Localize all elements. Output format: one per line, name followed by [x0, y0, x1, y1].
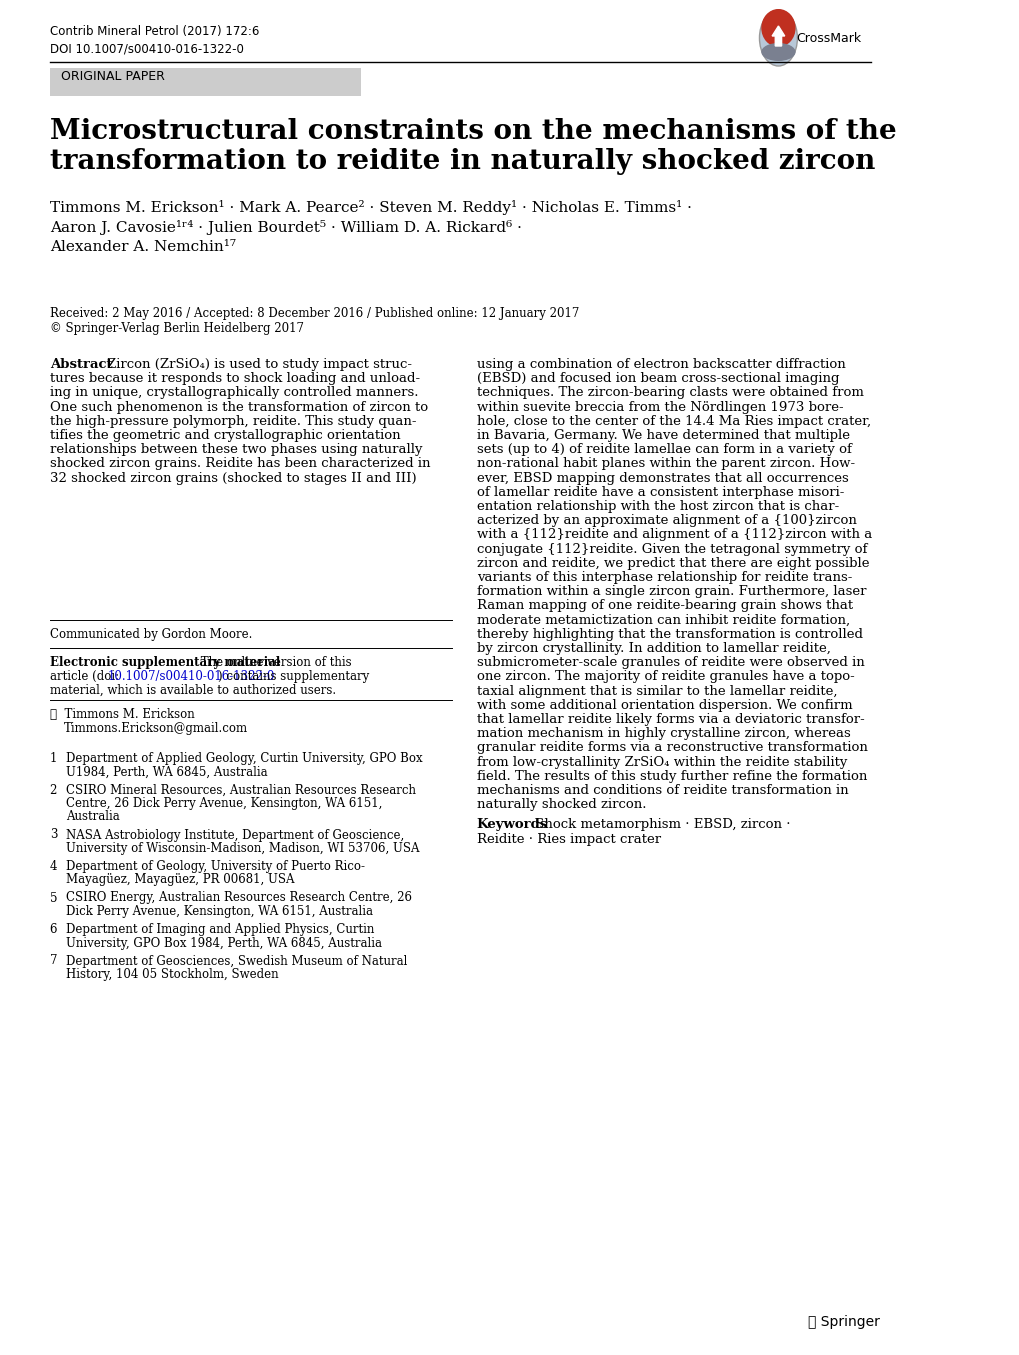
- Text: 5: 5: [50, 892, 57, 905]
- Text: CSIRO Energy, Australian Resources Research Centre, 26: CSIRO Energy, Australian Resources Resea…: [66, 892, 412, 905]
- Text: Alexander A. Nemchin¹⁷: Alexander A. Nemchin¹⁷: [50, 240, 235, 253]
- Text: shocked zircon grains. Reidite has been characterized in: shocked zircon grains. Reidite has been …: [50, 458, 430, 470]
- Text: by zircon crystallinity. In addition to lamellar reidite,: by zircon crystallinity. In addition to …: [476, 642, 829, 654]
- Text: ) contains supplementary: ) contains supplementary: [217, 669, 369, 683]
- Text: naturally shocked zircon.: naturally shocked zircon.: [476, 798, 646, 812]
- Text: taxial alignment that is similar to the lamellar reidite,: taxial alignment that is similar to the …: [476, 684, 837, 698]
- Text: U1984, Perth, WA 6845, Australia: U1984, Perth, WA 6845, Australia: [66, 766, 267, 779]
- Text: ORIGINAL PAPER: ORIGINAL PAPER: [61, 70, 165, 83]
- Text: zircon and reidite, we predict that there are eight possible: zircon and reidite, we predict that ther…: [476, 557, 868, 570]
- Text: 2: 2: [50, 783, 57, 797]
- Text: conjugate {112}reidite. Given the tetragonal symmetry of: conjugate {112}reidite. Given the tetrag…: [476, 542, 866, 556]
- Text: from low-crystallinity ZrSiO₄ within the reidite stability: from low-crystallinity ZrSiO₄ within the…: [476, 756, 847, 768]
- Text: mechanisms and conditions of reidite transformation in: mechanisms and conditions of reidite tra…: [476, 785, 848, 797]
- Text: ing in unique, crystallographically controlled manners.: ing in unique, crystallographically cont…: [50, 386, 418, 400]
- Text: acterized by an approximate alignment of a {100}zircon: acterized by an approximate alignment of…: [476, 514, 856, 527]
- Text: Timmons M. Erickson¹ · Mark A. Pearce² · Steven M. Reddy¹ · Nicholas E. Timms¹ ·: Timmons M. Erickson¹ · Mark A. Pearce² ·…: [50, 201, 691, 215]
- Text: formation within a single zircon grain. Furthermore, laser: formation within a single zircon grain. …: [476, 585, 865, 598]
- Text: Department of Geology, University of Puerto Rico-: Department of Geology, University of Pue…: [66, 860, 365, 873]
- Text: Shock metamorphism · EBSD, zircon ·: Shock metamorphism · EBSD, zircon ·: [531, 818, 790, 832]
- Text: 32 shocked zircon grains (shocked to stages II and III): 32 shocked zircon grains (shocked to sta…: [50, 472, 416, 485]
- Text: non-rational habit planes within the parent zircon. How-: non-rational habit planes within the par…: [476, 458, 854, 470]
- Text: ever, EBSD mapping demonstrates that all occurrences: ever, EBSD mapping demonstrates that all…: [476, 472, 848, 485]
- Text: of lamellar reidite have a consistent interphase misori-: of lamellar reidite have a consistent in…: [476, 486, 844, 499]
- Text: one zircon. The majority of reidite granules have a topo-: one zircon. The majority of reidite gran…: [476, 671, 854, 683]
- Text: Communicated by Gordon Moore.: Communicated by Gordon Moore.: [50, 627, 252, 641]
- Text: CSIRO Mineral Resources, Australian Resources Research: CSIRO Mineral Resources, Australian Reso…: [66, 783, 416, 797]
- Text: Raman mapping of one reidite-bearing grain shows that: Raman mapping of one reidite-bearing gra…: [476, 599, 852, 612]
- Ellipse shape: [760, 9, 795, 47]
- Text: article (doi:: article (doi:: [50, 669, 118, 683]
- Text: 7: 7: [50, 954, 57, 967]
- Text: Mayagüez, Mayagüez, PR 00681, USA: Mayagüez, Mayagüez, PR 00681, USA: [66, 874, 294, 886]
- Text: 1: 1: [50, 752, 57, 766]
- Text: material, which is available to authorized users.: material, which is available to authoriz…: [50, 684, 335, 696]
- Text: granular reidite forms via a reconstructive transformation: granular reidite forms via a reconstruct…: [476, 741, 867, 755]
- Text: transformation to reidite in naturally shocked zircon: transformation to reidite in naturally s…: [50, 148, 874, 175]
- Text: (EBSD) and focused ion beam cross-sectional imaging: (EBSD) and focused ion beam cross-sectio…: [476, 373, 839, 385]
- Text: Aaron J. Cavosie¹ʳ⁴ · Julien Bourdet⁵ · William D. A. Rickard⁶ ·: Aaron J. Cavosie¹ʳ⁴ · Julien Bourdet⁵ · …: [50, 220, 521, 234]
- Text: thereby highlighting that the transformation is controlled: thereby highlighting that the transforma…: [476, 627, 862, 641]
- Text: Centre, 26 Dick Perry Avenue, Kensington, WA 6151,: Centre, 26 Dick Perry Avenue, Kensington…: [66, 797, 382, 810]
- Text: Reidite · Ries impact crater: Reidite · Ries impact crater: [476, 832, 660, 846]
- Text: Electronic supplementary material: Electronic supplementary material: [50, 656, 279, 669]
- FancyArrow shape: [771, 26, 784, 46]
- Text: Timmons.Erickson@gmail.com: Timmons.Erickson@gmail.com: [64, 722, 248, 734]
- Text: 10.1007/s00410-016-1322-0: 10.1007/s00410-016-1322-0: [107, 669, 274, 683]
- Text: The online version of this: The online version of this: [197, 656, 352, 669]
- Text: Australia: Australia: [66, 810, 119, 824]
- Text: using a combination of electron backscatter diffraction: using a combination of electron backscat…: [476, 358, 845, 371]
- Text: submicrometer-scale granules of reidite were observed in: submicrometer-scale granules of reidite …: [476, 656, 864, 669]
- Text: CrossMark: CrossMark: [796, 33, 861, 45]
- Text: Department of Geosciences, Swedish Museum of Natural: Department of Geosciences, Swedish Museu…: [66, 954, 407, 967]
- Text: tifies the geometric and crystallographic orientation: tifies the geometric and crystallographi…: [50, 430, 399, 442]
- Text: sets (up to 4) of reidite lamellae can form in a variety of: sets (up to 4) of reidite lamellae can f…: [476, 443, 851, 457]
- Text: Abstract: Abstract: [50, 358, 112, 371]
- Text: 4: 4: [50, 860, 57, 873]
- Text: Zircon (ZrSiO₄) is used to study impact struc-: Zircon (ZrSiO₄) is used to study impact …: [107, 358, 412, 371]
- Text: 3: 3: [50, 828, 57, 841]
- Text: with some additional orientation dispersion. We confirm: with some additional orientation dispers…: [476, 699, 852, 711]
- Text: Microstructural constraints on the mechanisms of the: Microstructural constraints on the mecha…: [50, 118, 896, 145]
- Text: in Bavaria, Germany. We have determined that multiple: in Bavaria, Germany. We have determined …: [476, 430, 849, 442]
- Ellipse shape: [759, 9, 797, 66]
- Text: University of Wisconsin-Madison, Madison, WI 53706, USA: University of Wisconsin-Madison, Madison…: [66, 841, 419, 855]
- Text: Keywords: Keywords: [476, 818, 547, 832]
- Text: that lamellar reidite likely forms via a deviatoric transfor-: that lamellar reidite likely forms via a…: [476, 713, 864, 726]
- Text: Department of Imaging and Applied Physics, Curtin: Department of Imaging and Applied Physic…: [66, 923, 374, 936]
- Text: DOI 10.1007/s00410-016-1322-0: DOI 10.1007/s00410-016-1322-0: [50, 42, 244, 56]
- Text: tures because it responds to shock loading and unload-: tures because it responds to shock loadi…: [50, 373, 420, 385]
- Text: variants of this interphase relationship for reidite trans-: variants of this interphase relationship…: [476, 570, 851, 584]
- Text: NASA Astrobiology Institute, Department of Geoscience,: NASA Astrobiology Institute, Department …: [66, 828, 404, 841]
- Text: Department of Applied Geology, Curtin University, GPO Box: Department of Applied Geology, Curtin Un…: [66, 752, 422, 766]
- Text: Contrib Mineral Petrol (2017) 172:6: Contrib Mineral Petrol (2017) 172:6: [50, 24, 259, 38]
- Text: Dick Perry Avenue, Kensington, WA 6151, Australia: Dick Perry Avenue, Kensington, WA 6151, …: [66, 905, 373, 917]
- Text: ✉  Timmons M. Erickson: ✉ Timmons M. Erickson: [50, 709, 195, 721]
- Text: History, 104 05 Stockholm, Sweden: History, 104 05 Stockholm, Sweden: [66, 967, 278, 981]
- Text: University, GPO Box 1984, Perth, WA 6845, Australia: University, GPO Box 1984, Perth, WA 6845…: [66, 936, 381, 950]
- Text: moderate metamictization can inhibit reidite formation,: moderate metamictization can inhibit rei…: [476, 614, 849, 626]
- Text: field. The results of this study further refine the formation: field. The results of this study further…: [476, 770, 866, 783]
- Text: One such phenomenon is the transformation of zircon to: One such phenomenon is the transformatio…: [50, 401, 427, 413]
- Text: hole, close to the center of the 14.4 Ma Ries impact crater,: hole, close to the center of the 14.4 Ma…: [476, 415, 870, 428]
- Text: with a {112}reidite and alignment of a {112}zircon with a: with a {112}reidite and alignment of a {…: [476, 528, 871, 542]
- Text: the high-pressure polymorph, reidite. This study quan-: the high-pressure polymorph, reidite. Th…: [50, 415, 416, 428]
- Text: within suevite breccia from the Nördlingen 1973 bore-: within suevite breccia from the Nördling…: [476, 401, 843, 413]
- Text: Received: 2 May 2016 / Accepted: 8 December 2016 / Published online: 12 January : Received: 2 May 2016 / Accepted: 8 Decem…: [50, 308, 579, 320]
- Text: 6: 6: [50, 923, 57, 936]
- Text: © Springer-Verlag Berlin Heidelberg 2017: © Springer-Verlag Berlin Heidelberg 2017: [50, 322, 304, 335]
- Text: mation mechanism in highly crystalline zircon, whereas: mation mechanism in highly crystalline z…: [476, 728, 850, 740]
- Text: entation relationship with the host zircon that is char-: entation relationship with the host zirc…: [476, 500, 839, 514]
- Text: Ⓢ Springer: Ⓢ Springer: [807, 1314, 879, 1329]
- Ellipse shape: [760, 43, 795, 61]
- Text: relationships between these two phases using naturally: relationships between these two phases u…: [50, 443, 422, 457]
- Text: techniques. The zircon-bearing clasts were obtained from: techniques. The zircon-bearing clasts we…: [476, 386, 863, 400]
- FancyBboxPatch shape: [50, 68, 361, 96]
